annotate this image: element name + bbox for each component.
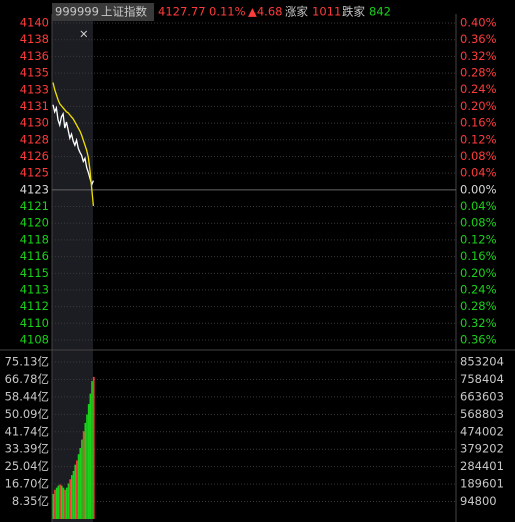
symbol-code: 999999 <box>55 5 99 19</box>
up-label: 涨家 <box>285 5 308 19</box>
change: ▲4.68 <box>248 5 282 19</box>
volume-bar <box>81 439 83 519</box>
y-tick-label: 4140 <box>20 16 49 30</box>
volume-bar <box>72 470 75 519</box>
volume-bar <box>62 487 65 519</box>
y2-tick-label: 853204 <box>460 355 504 369</box>
y2-tick-label: 0.32% <box>460 49 497 63</box>
y-tick-label: 25.04亿 <box>5 459 49 473</box>
y2-tick-label: 0.28% <box>460 299 497 313</box>
volume-bar <box>57 485 60 519</box>
y-tick-label: 50.09亿 <box>5 407 49 421</box>
y-tick-label: 4120 <box>20 216 49 230</box>
y2-tick-label: 0.20% <box>460 266 497 280</box>
y-tick-label: 4113 <box>20 282 49 296</box>
y-tick-label: 66.78亿 <box>5 372 49 386</box>
y-tick-label: 16.70亿 <box>5 477 49 491</box>
volume-bar <box>69 479 72 519</box>
y2-tick-label: 379202 <box>460 442 504 456</box>
y-tick-label: 58.44亿 <box>5 389 49 403</box>
y-tick-label: 4136 <box>20 49 49 63</box>
y-tick-label: 4138 <box>20 32 49 46</box>
y2-tick-label: 758404 <box>460 372 504 386</box>
y2-tick-label: 0.04% <box>460 199 497 213</box>
y2-tick-label: 0.32% <box>460 316 497 330</box>
volume-bar <box>89 393 92 519</box>
y-tick-label: 33.39亿 <box>5 442 49 456</box>
y2-tick-label: 0.16% <box>460 116 497 130</box>
y2-tick-label: 0.36% <box>460 333 497 347</box>
y2-tick-label: 0.08% <box>460 216 497 230</box>
symbol-box <box>52 3 154 21</box>
y2-tick-label: 0.24% <box>460 82 497 96</box>
volume-bar <box>52 493 55 519</box>
y-tick-label: 75.13亿 <box>5 355 49 369</box>
volume-bar <box>82 431 85 519</box>
price: 4127.77 <box>158 5 206 19</box>
y2-tick-label: 0.12% <box>460 232 497 246</box>
y2-tick-label: 284401 <box>460 459 504 473</box>
y2-tick-label: 0.40% <box>460 16 497 30</box>
y-tick-label: 41.74亿 <box>5 424 49 438</box>
y2-tick-label: 189601 <box>460 477 504 491</box>
close-button[interactable]: × <box>79 27 89 41</box>
y2-tick-label: 0.36% <box>460 32 497 46</box>
y2-tick-label: 0.16% <box>460 249 497 263</box>
y-tick-label: 4112 <box>20 299 49 313</box>
y-tick-label: 4128 <box>20 132 49 146</box>
y2-tick-label: 0.24% <box>460 282 497 296</box>
change-pct: 0.11% <box>209 5 246 19</box>
volume-bar <box>84 422 87 519</box>
volume-bar <box>59 484 61 519</box>
volume-bar <box>64 489 66 519</box>
y-tick-label: 4123 <box>20 182 49 196</box>
volume-bar <box>76 460 78 519</box>
y2-tick-label: 0.28% <box>460 66 497 80</box>
y-tick-label: 4135 <box>20 66 49 80</box>
y2-tick-label: 0.04% <box>460 166 497 180</box>
volume-bar <box>74 464 77 519</box>
volume-bar <box>60 485 63 519</box>
volume-bar <box>54 489 56 519</box>
y2-tick-label: 0.20% <box>460 99 497 113</box>
y-tick-label: 4121 <box>20 199 49 213</box>
volume-bar <box>77 454 80 519</box>
y-tick-label: 4130 <box>20 116 49 130</box>
y-tick-label: 4108 <box>20 333 49 347</box>
price-line <box>52 104 95 187</box>
y-tick-label: 4126 <box>20 149 49 163</box>
volume-bar <box>92 376 95 519</box>
y-tick-label: 4131 <box>20 99 49 113</box>
volume-bar <box>91 381 93 519</box>
price-line <box>52 82 95 207</box>
down-count: 842 <box>369 5 391 19</box>
y-tick-label: 4116 <box>20 249 49 263</box>
volume-bar <box>65 487 68 519</box>
volume-bar <box>55 487 58 519</box>
y2-tick-label: 0.12% <box>460 132 497 146</box>
volume-bar <box>71 475 73 519</box>
y-tick-label: 4110 <box>20 316 49 330</box>
y-tick-label: 4133 <box>20 82 49 96</box>
y-tick-label: 4125 <box>20 166 49 180</box>
symbol-name: 上证指数 <box>101 5 147 19</box>
y2-tick-label: 94800 <box>460 494 497 508</box>
y-tick-label: 4115 <box>20 266 49 280</box>
y-tick-label: 4118 <box>20 232 49 246</box>
y2-tick-label: 0.08% <box>460 149 497 163</box>
y2-tick-label: 663603 <box>460 389 504 403</box>
volume-bar <box>87 404 90 519</box>
y2-tick-label: 474002 <box>460 424 504 438</box>
volume-bar <box>67 483 70 519</box>
down-label: 跌家 <box>342 5 365 19</box>
volume-bar <box>79 447 82 519</box>
y2-tick-label: 0.00% <box>460 182 497 196</box>
volume-bar <box>86 414 88 519</box>
y2-tick-label: 568803 <box>460 407 504 421</box>
up-count: 1011 <box>312 5 341 19</box>
y-tick-label: 8.35亿 <box>12 494 49 508</box>
